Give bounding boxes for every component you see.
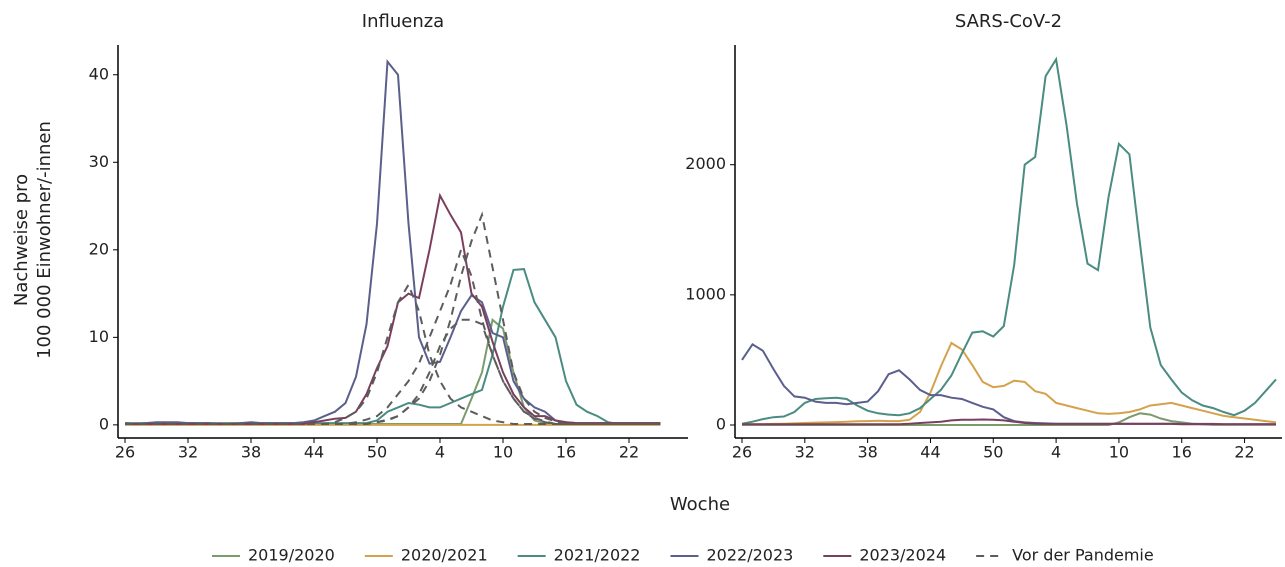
y-axis-label: 100 000 Einwohner/-innen: [34, 121, 55, 359]
y-axis-label: Nachweise pro: [11, 174, 32, 306]
x-tick-label: 22: [619, 443, 639, 462]
series-line: [742, 341, 1277, 426]
x-tick-label: 16: [556, 443, 576, 462]
legend-label: Vor der Pandemie: [1012, 546, 1154, 565]
y-tick-label: 2000: [685, 154, 726, 173]
x-tick-label: 26: [732, 443, 752, 462]
series-line: [741, 56, 1277, 425]
legend-label: 2021/2022: [554, 546, 641, 565]
panel-title: SARS-CoV-2: [955, 11, 1062, 32]
x-tick-label: 50: [367, 443, 387, 462]
series-line: [742, 418, 1276, 426]
legend-label: 2020/2021: [401, 546, 488, 565]
x-tick-label: 10: [493, 443, 513, 462]
x-tick-label: 38: [241, 443, 261, 462]
series-line: [125, 317, 661, 425]
x-tick-label: 32: [178, 443, 198, 462]
legend-label: 2022/2023: [706, 546, 793, 565]
x-tick-label: 16: [1172, 443, 1192, 462]
x-tick-label: 22: [1234, 443, 1254, 462]
legend-label: 2023/2024: [859, 546, 946, 565]
y-tick-label: 20: [89, 239, 109, 258]
legend-label: 2019/2020: [248, 546, 335, 565]
x-tick-label: 44: [920, 443, 940, 462]
series-line: [125, 192, 661, 425]
y-tick-label: 0: [716, 414, 726, 433]
y-tick-label: 10: [89, 327, 109, 346]
y-tick-label: 1000: [685, 284, 726, 303]
x-tick-label: 10: [1109, 443, 1129, 462]
series-line: [124, 58, 661, 426]
x-tick-label: 44: [304, 443, 324, 462]
series-line: [125, 268, 661, 425]
x-tick-label: 4: [435, 443, 445, 462]
y-tick-label: 0: [99, 414, 109, 433]
x-tick-label: 32: [795, 443, 815, 462]
x-tick-label: 50: [983, 443, 1003, 462]
series-line: [125, 211, 661, 425]
x-tick-label: 4: [1051, 443, 1061, 462]
x-tick-label: 26: [115, 443, 135, 462]
x-axis-label: Woche: [670, 494, 730, 515]
series-line: [125, 246, 661, 425]
y-tick-label: 40: [89, 64, 109, 83]
x-tick-label: 38: [857, 443, 877, 462]
y-tick-label: 30: [89, 152, 109, 171]
series-line: [125, 318, 661, 425]
panel-title: Influenza: [362, 11, 444, 32]
series-line: [125, 282, 661, 425]
